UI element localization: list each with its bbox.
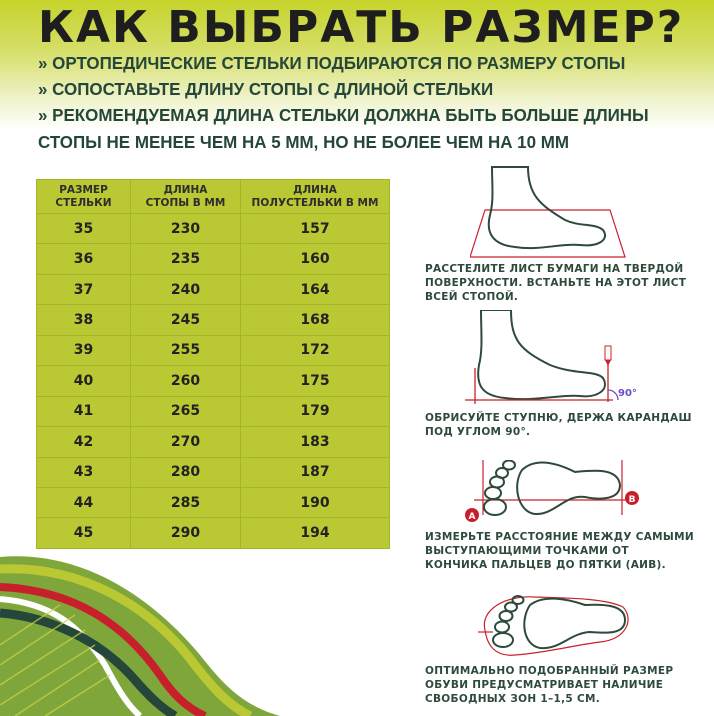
table-cell: 38 bbox=[36, 304, 131, 336]
table-cell: 280 bbox=[130, 456, 241, 488]
table-cell: 183 bbox=[240, 426, 390, 458]
page-title: КАК ВЫБРАТЬ РАЗМЕР? bbox=[38, 2, 685, 53]
bullet-1: » ОРТОПЕДИЧЕСКИЕ СТЕЛЬКИ ПОДБИРАЮТСЯ ПО … bbox=[38, 53, 626, 73]
caption-line: ОБУВИ ПРЕДУСМАТРИВАЕТ НАЛИЧИЕ bbox=[425, 679, 664, 691]
step-4-caption: ОПТИМАЛЬНО ПОДОБРАННЫЙ РАЗМЕР ОБУВИ ПРЕДУ… bbox=[425, 664, 673, 706]
header-text: ПОЛУСТЕЛЬКИ В ММ bbox=[251, 196, 379, 209]
header-text: ДЛИНА bbox=[163, 183, 208, 196]
step-2-caption: ОБРИСУЙТЕ СТУПНЮ, ДЕРЖА КАРАНДАШ ПОД УГЛО… bbox=[425, 411, 692, 439]
table-cell: 265 bbox=[130, 395, 241, 428]
table-cell: 42 bbox=[36, 426, 131, 458]
table-row: 40 260 175 bbox=[36, 365, 390, 397]
header-text: РАЗМЕР bbox=[59, 183, 108, 196]
table-cell: 164 bbox=[240, 273, 390, 306]
table-cell: 285 bbox=[130, 486, 241, 519]
table-cell: 240 bbox=[130, 273, 241, 306]
caption-line: ОБРИСУЙТЕ СТУПНЮ, ДЕРЖА КАРАНДАШ bbox=[425, 412, 692, 424]
footprint-in-shoe-icon bbox=[478, 595, 629, 656]
table-cell: 157 bbox=[240, 212, 390, 245]
caption-line: КОНЧИКА ПАЛЬЦЕВ ДО ПЯТКИ (АИВ). bbox=[425, 559, 666, 571]
col-size: РАЗМЕР СТЕЛЬКИ bbox=[36, 179, 131, 214]
table-row: 35 230 157 bbox=[36, 212, 390, 245]
table-row: 37 240 164 bbox=[36, 273, 390, 306]
table-row: 43 280 187 bbox=[36, 456, 390, 488]
table-cell: 245 bbox=[130, 304, 241, 336]
table-row: 42 270 183 bbox=[36, 426, 390, 458]
table-cell: 235 bbox=[130, 243, 241, 275]
foot-on-paper-icon bbox=[470, 166, 626, 258]
table-cell: 41 bbox=[36, 395, 131, 428]
table-header: РАЗМЕР СТЕЛЬКИ ДЛИНА СТОПЫ В ММ ДЛИНА ПОЛУС… bbox=[36, 179, 390, 214]
table-cell: 190 bbox=[240, 486, 390, 519]
insole-decoration bbox=[0, 556, 280, 716]
table-cell: 37 bbox=[36, 273, 131, 306]
header-gradient bbox=[0, 0, 714, 130]
col-foot-length: ДЛИНА СТОПЫ В ММ bbox=[130, 179, 241, 214]
table-cell: 172 bbox=[240, 334, 390, 367]
table-row: 41 265 179 bbox=[36, 395, 390, 428]
header-text: ДЛИНА bbox=[293, 183, 337, 196]
table-row: 44 285 190 bbox=[36, 486, 390, 519]
bullet-2: » СОПОСТАВЬТЕ ДЛИНУ СТОПЫ С ДЛИНОЙ СТЕЛЬ… bbox=[38, 79, 494, 99]
point-b-label: B bbox=[629, 495, 636, 505]
bullet-3: » РЕКОМЕНДУЕМАЯ ДЛИНА СТЕЛЬКИ ДОЛЖНА БЫТ… bbox=[38, 105, 649, 125]
footprint-measure-icon: A B bbox=[465, 460, 639, 522]
table-cell: 194 bbox=[240, 517, 390, 549]
table-row: 36 235 160 bbox=[36, 243, 390, 275]
point-a-label: A bbox=[469, 512, 476, 522]
table-cell: 255 bbox=[130, 334, 241, 367]
table-cell: 43 bbox=[36, 456, 131, 488]
caption-line: ИЗМЕРЬТЕ РАССТОЯНИЕ МЕЖДУ САМЫМИ bbox=[425, 531, 694, 543]
caption-line: ОПТИМАЛЬНО ПОДОБРАННЫЙ РАЗМЕР bbox=[425, 665, 674, 677]
caption-line: ВСЕЙ СТОПОЙ. bbox=[425, 291, 519, 303]
table-cell: 36 bbox=[36, 243, 131, 275]
header-text: СТЕЛЬКИ bbox=[55, 196, 112, 209]
table-row: 38 245 168 bbox=[36, 304, 390, 336]
table-cell: 179 bbox=[240, 395, 390, 428]
caption-line: РАССТЕЛИТЕ ЛИСТ БУМАГИ НА ТВЕРДОЙ bbox=[425, 263, 684, 275]
table-row: 45 290 194 bbox=[36, 517, 390, 549]
table-cell: 187 bbox=[240, 456, 390, 488]
size-table: РАЗМЕР СТЕЛЬКИ ДЛИНА СТОПЫ В ММ ДЛИНА ПОЛУС… bbox=[36, 179, 390, 549]
caption-line: СВОБОДНЫХ ЗОН 1–1,5 СМ. bbox=[425, 693, 601, 705]
caption-line: ВЫСТУПАЮЩИМИ ТОЧКАМИ ОТ bbox=[425, 545, 629, 557]
table-cell: 168 bbox=[240, 304, 390, 336]
step-3-caption: ИЗМЕРЬТЕ РАССТОЯНИЕ МЕЖДУ САМЫМИ ВЫСТУПАЮ… bbox=[425, 530, 694, 572]
table-cell: 290 bbox=[130, 517, 241, 549]
step-1-caption: РАССТЕЛИТЕ ЛИСТ БУМАГИ НА ТВЕРДОЙ ПОВЕРХН… bbox=[425, 262, 686, 304]
caption-line: ПОД УГЛОМ 90°. bbox=[425, 426, 531, 438]
table-cell: 230 bbox=[130, 212, 241, 245]
table-cell: 39 bbox=[36, 334, 131, 367]
bullet-3-cont: СТОПЫ НЕ МЕНЕЕ ЧЕМ НА 5 ММ, НО НЕ БОЛЕЕ … bbox=[38, 132, 570, 152]
table-cell: 175 bbox=[240, 365, 390, 397]
header-text: СТОПЫ В ММ bbox=[145, 196, 226, 209]
table-cell: 40 bbox=[36, 365, 131, 397]
table-cell: 260 bbox=[130, 365, 241, 397]
table-cell: 35 bbox=[36, 212, 131, 245]
table-cell: 160 bbox=[240, 243, 390, 275]
table-row: 39 255 172 bbox=[36, 334, 390, 367]
foot-trace-pencil-icon: 90° bbox=[465, 310, 637, 404]
table-cell: 44 bbox=[36, 486, 131, 519]
angle-label: 90° bbox=[618, 388, 637, 399]
caption-line: ПОВЕРХНОСТИ. ВСТАНЬТЕ НА ЭТОТ ЛИСТ bbox=[425, 277, 687, 289]
table-cell: 270 bbox=[130, 426, 241, 458]
col-insole-length: ДЛИНА ПОЛУСТЕЛЬКИ В ММ bbox=[240, 179, 390, 214]
table-cell: 45 bbox=[36, 517, 131, 549]
